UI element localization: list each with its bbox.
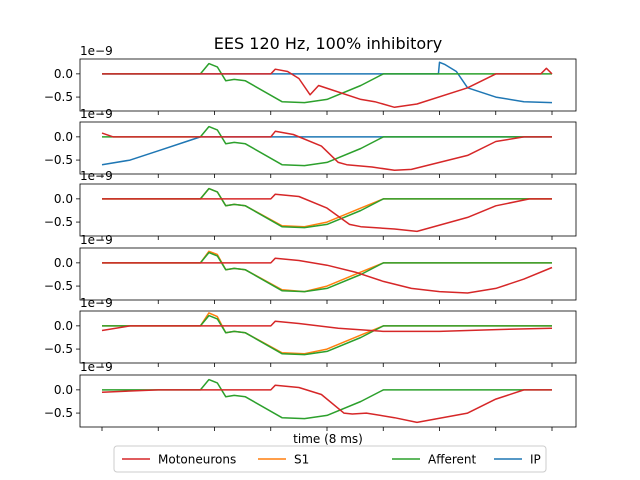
y-tick-label: 0.0 <box>54 319 73 333</box>
y-offset-label: 1e−9 <box>80 233 113 247</box>
y-offset-label: 1e−9 <box>80 169 113 183</box>
y-tick-label: −0.5 <box>44 153 73 167</box>
y-tick-label: −0.5 <box>44 90 73 104</box>
plot-frame <box>79 121 577 175</box>
subplot-3: 0.0 −0.5 1e−9 <box>44 169 577 240</box>
series-line-motoneurons <box>101 320 553 333</box>
series-line-afferent <box>102 62 552 104</box>
legend-label: IP <box>530 453 541 467</box>
y-tick-label: 0.0 <box>54 256 73 270</box>
plot-area <box>80 184 576 236</box>
subplots: 0.0 −0.5 1e−9 0.0 −0.5 1e−9 0.0 −0.5 1e−9 0.0 −0.5… <box>44 44 577 431</box>
legend-label: Afferent <box>428 453 477 467</box>
plot-frame <box>79 183 577 237</box>
series-line-motoneurons <box>101 384 552 424</box>
legend-frame <box>113 445 547 473</box>
subplot-4: 0.0 −0.5 1e−9 <box>44 233 577 304</box>
subplot-5: 0.0 −0.5 1e−9 <box>44 296 577 367</box>
plot-area <box>80 122 576 174</box>
x-axis-label: time (8 ms) <box>293 432 363 446</box>
plot-area <box>80 311 576 363</box>
plot-area <box>80 375 576 427</box>
y-tick-label: −0.5 <box>44 215 73 229</box>
subplot-6: 0.0 −0.5 1e−9 <box>44 360 577 431</box>
series-line-motoneurons <box>101 130 552 172</box>
plot-frame <box>79 310 577 364</box>
y-offset-label: 1e−9 <box>80 107 113 121</box>
series-line-afferent <box>102 378 552 420</box>
plot-frame <box>79 374 577 428</box>
plot-frame <box>79 58 577 112</box>
legend: Motoneurons S1 Afferent IP <box>113 445 547 473</box>
y-tick-label: −0.5 <box>44 279 73 293</box>
legend-label: S1 <box>294 453 309 467</box>
plot-area <box>80 59 576 111</box>
y-offset-label: 1e−9 <box>80 360 113 374</box>
y-offset-label: 1e−9 <box>80 44 113 58</box>
y-offset-label: 1e−9 <box>80 296 113 310</box>
chart-title: EES 120 Hz, 100% inhibitory <box>214 34 442 53</box>
y-tick-label: 0.0 <box>54 383 73 397</box>
series-line-motoneurons <box>102 193 552 233</box>
y-tick-label: −0.5 <box>44 406 73 420</box>
y-tick-label: −0.5 <box>44 342 73 356</box>
plot-area <box>80 248 576 300</box>
y-tick-label: 0.0 <box>54 67 73 81</box>
series-line-motoneurons <box>102 67 553 109</box>
y-tick-label: 0.0 <box>54 192 73 206</box>
series-line-motoneurons <box>102 257 553 294</box>
y-tick-label: 0.0 <box>54 130 73 144</box>
subplot-2: 0.0 −0.5 1e−9 <box>44 107 577 178</box>
series-line-afferent <box>102 125 552 167</box>
series-line-afferent <box>102 187 552 229</box>
series-line-afferent <box>102 314 552 356</box>
subplot-1: 0.0 −0.5 1e−9 <box>44 44 577 115</box>
legend-label: Motoneurons <box>158 453 236 467</box>
plot-frame <box>79 247 577 301</box>
